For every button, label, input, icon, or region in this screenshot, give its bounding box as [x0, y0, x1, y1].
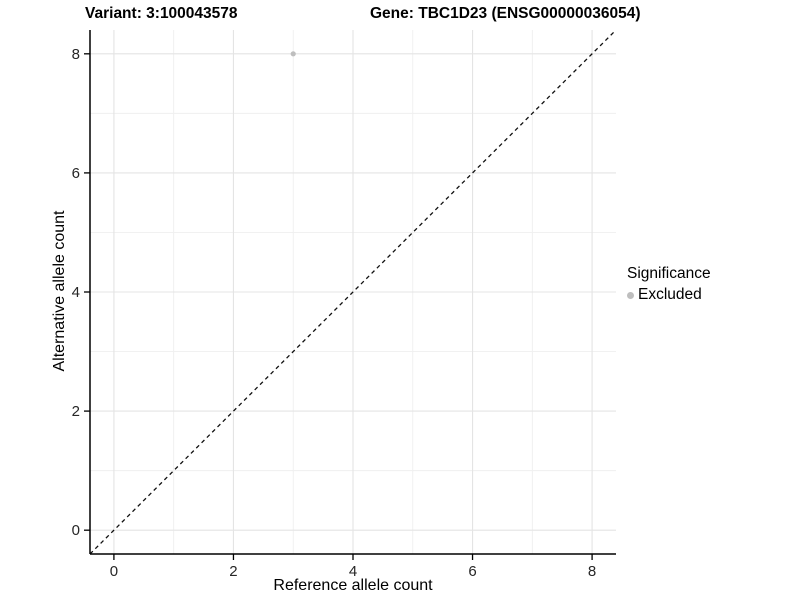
y-axis-title: Alternative allele count	[51, 210, 68, 372]
x-tick-label: 6	[468, 563, 476, 580]
y-tick-label: 0	[72, 522, 80, 539]
x-tick-label: 0	[110, 563, 118, 580]
identity-line	[89, 29, 617, 555]
legend-item-excluded: Excluded	[627, 286, 711, 304]
x-tick-label: 4	[349, 563, 357, 580]
plot-title-gene: Gene: TBC1D23 (ENSG00000036054)	[370, 5, 641, 22]
y-tick-label: 4	[72, 284, 80, 301]
legend-title: Significance	[627, 265, 711, 282]
x-axis-title: Reference allele count	[273, 577, 433, 594]
y-tick-label: 6	[72, 165, 80, 182]
data-point	[290, 51, 296, 57]
legend-item-label: Excluded	[638, 286, 702, 303]
x-tick-label: 8	[588, 563, 596, 580]
plot-title-variant: Variant: 3:100043578	[85, 5, 238, 22]
legend: Significance Excluded	[627, 265, 711, 304]
legend-dot-icon	[627, 291, 634, 299]
y-tick-label: 2	[72, 403, 80, 420]
y-tick-label: 8	[72, 46, 80, 63]
x-tick-label: 2	[229, 563, 237, 580]
